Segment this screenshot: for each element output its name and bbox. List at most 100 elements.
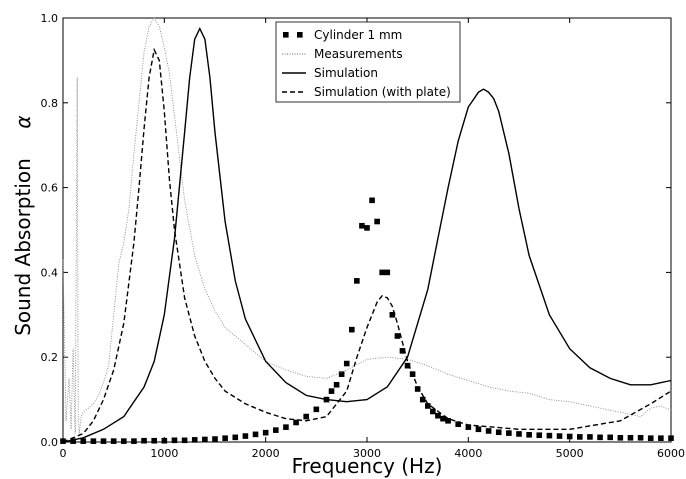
cylinder-point-12: [181, 437, 188, 444]
cylinder-point-47: [430, 408, 436, 415]
cylinder-point-15: [212, 436, 218, 442]
cylinder-point-41: [399, 348, 406, 354]
cylinder-point-48: [435, 412, 441, 419]
cylinder-point-27: [328, 388, 335, 394]
cylinder-point-38: [384, 269, 391, 276]
cylinder-point-63: [577, 434, 583, 440]
cylinder-point-70: [647, 435, 654, 441]
cylinder-point-22: [283, 424, 289, 430]
cylinder-point-25: [313, 406, 320, 413]
y-tick-label-2: 0.4: [41, 266, 59, 279]
cylinder-point-24: [303, 413, 309, 420]
cylinder-point-1: [70, 438, 76, 444]
x-tick-label-4: 4000: [454, 447, 482, 460]
cylinder-point-17: [232, 434, 239, 441]
cylinder-point-5: [110, 438, 117, 444]
cylinder-point-55: [495, 429, 502, 436]
y-tick-label-4: 0.8: [41, 97, 59, 110]
cylinder-point-37: [379, 269, 385, 276]
legend-marker-a-0: [283, 32, 289, 38]
cylinder-point-10: [161, 437, 168, 444]
cylinder-point-2: [80, 438, 87, 444]
cylinder-point-7: [131, 438, 137, 444]
cylinder-point-51: [455, 421, 461, 427]
cylinder-point-52: [465, 424, 472, 430]
cylinder-point-69: [637, 434, 644, 441]
legend-label-2: Simulation: [314, 66, 378, 80]
y-tick-label-3: 0.6: [41, 182, 59, 195]
cylinder-point-3: [90, 438, 97, 444]
cylinder-point-30: [343, 360, 350, 367]
cylinder-point-58: [526, 431, 532, 438]
cylinder-point-65: [597, 434, 603, 441]
x-tick-label-0: 0: [60, 447, 67, 460]
x-tick-label-5: 5000: [556, 447, 584, 460]
y-tick-label-5: 1.0: [41, 12, 59, 25]
x-tick-label-3: 3000: [353, 447, 381, 460]
series-line-1: [62, 17, 672, 434]
cylinder-point-39: [389, 312, 396, 318]
cylinder-point-62: [566, 433, 573, 440]
x-tick-label-1: 1000: [150, 447, 178, 460]
cylinder-point-54: [485, 428, 492, 434]
series-line-2: [62, 26, 672, 443]
series-cylinder-markers: [60, 197, 674, 444]
cylinder-point-64: [587, 434, 593, 440]
y-axis-symbol: α: [11, 115, 35, 128]
cylinder-point-68: [627, 434, 634, 441]
axis-ticks: 0 1000 2000 3000 4000 5000 6000 0.0 0.2 0.4 0.6 0.8…: [41, 12, 686, 460]
y-tick-label-1: 0.2: [41, 351, 59, 364]
cylinder-point-40: [394, 333, 401, 339]
y-axis-label: Sound Absorption: [11, 158, 35, 336]
legend: Cylinder 1 mm Measurements Simulation Simul…: [275, 21, 461, 103]
series-layer: [60, 17, 674, 444]
cylinder-point-13: [191, 437, 198, 443]
cylinder-point-53: [475, 426, 482, 433]
x-tick-label-6: 6000: [657, 447, 685, 460]
cylinder-point-23: [293, 419, 299, 426]
cylinder-point-66: [607, 434, 613, 441]
legend-marker-b-0: [297, 32, 303, 38]
cylinder-point-59: [536, 432, 543, 439]
series-line-3: [62, 47, 672, 443]
cylinder-point-71: [658, 435, 664, 441]
cylinder-point-61: [556, 433, 563, 439]
legend-label-3: Simulation (with plate): [314, 85, 451, 99]
cylinder-point-50: [445, 418, 451, 424]
cylinder-point-16: [222, 435, 228, 441]
cylinder-point-18: [242, 433, 249, 439]
cylinder-point-42: [404, 362, 411, 369]
cylinder-point-46: [425, 403, 431, 409]
cylinder-point-8: [141, 437, 147, 444]
cylinder-point-0: [60, 438, 66, 444]
cylinder-point-60: [546, 432, 553, 439]
cylinder-point-57: [516, 431, 522, 437]
cylinder-point-20: [262, 429, 269, 436]
cylinder-point-35: [369, 197, 375, 204]
cylinder-point-11: [171, 437, 178, 444]
cylinder-point-72: [668, 435, 674, 441]
legend-label-1: Measurements: [314, 47, 403, 61]
cylinder-point-45: [419, 396, 426, 403]
legend-label-0: Cylinder 1 mm: [314, 28, 402, 42]
cylinder-point-56: [506, 430, 512, 436]
cylinder-point-19: [252, 431, 259, 438]
cylinder-point-14: [202, 436, 208, 443]
x-tick-label-2: 2000: [252, 447, 280, 460]
cylinder-point-9: [151, 437, 157, 444]
cylinder-point-21: [273, 427, 279, 433]
cylinder-point-32: [354, 278, 360, 284]
cylinder-point-29: [338, 371, 345, 377]
cylinder-point-44: [414, 386, 421, 392]
cylinder-point-49: [440, 415, 446, 422]
cylinder-point-28: [333, 381, 340, 388]
cylinder-point-67: [617, 434, 624, 441]
cylinder-point-6: [121, 438, 127, 444]
y-tick-label-0: 0.0: [41, 436, 59, 449]
legend-box: [275, 21, 461, 103]
cylinder-point-4: [100, 438, 107, 444]
cylinder-point-33: [359, 222, 365, 229]
cylinder-point-31: [349, 326, 355, 333]
x-axis-label: Frequency (Hz): [292, 454, 443, 478]
